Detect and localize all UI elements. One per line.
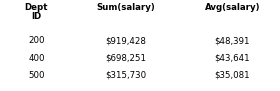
Text: Sum(salary): Sum(salary) bbox=[97, 3, 155, 12]
Text: $698,251: $698,251 bbox=[106, 54, 146, 63]
Text: $35,081: $35,081 bbox=[214, 71, 250, 80]
Text: $48,391: $48,391 bbox=[215, 36, 250, 45]
Text: $919,428: $919,428 bbox=[106, 36, 146, 45]
Text: $315,730: $315,730 bbox=[106, 71, 146, 80]
Text: $43,641: $43,641 bbox=[214, 54, 250, 63]
Text: Dept
ID: Dept ID bbox=[25, 3, 48, 21]
Text: Avg(salary): Avg(salary) bbox=[205, 3, 260, 12]
Text: 400: 400 bbox=[28, 54, 45, 63]
Text: 200: 200 bbox=[28, 36, 45, 45]
Text: 500: 500 bbox=[28, 71, 45, 80]
